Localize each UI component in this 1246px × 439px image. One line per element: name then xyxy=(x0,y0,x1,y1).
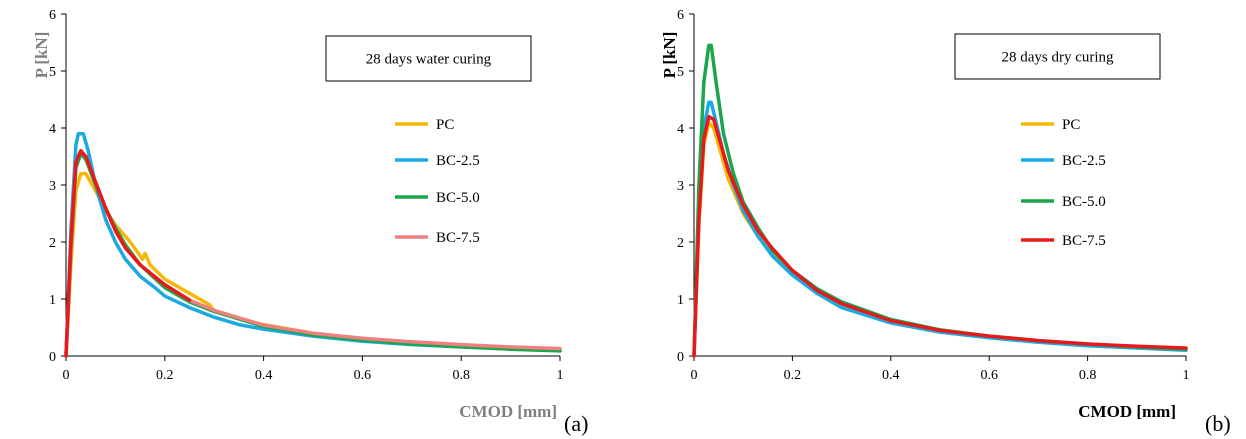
y-tick-label: 1 xyxy=(677,293,684,308)
series-line-bc-2-5 xyxy=(692,100,1188,358)
x-tick-label: 0.4 xyxy=(882,368,900,383)
y-tick-label: 5 xyxy=(49,65,56,80)
panel-label: (b) xyxy=(1205,411,1231,436)
series-line-bc-5-0 xyxy=(692,43,1188,358)
legend-label: PC xyxy=(1062,117,1080,133)
annotation-box xyxy=(325,35,532,82)
series-line-pc xyxy=(692,120,1188,358)
y-tick-label: 6 xyxy=(49,8,56,23)
x-tick-label: 0 xyxy=(63,368,70,383)
x-tick-label: 0.6 xyxy=(354,368,372,383)
y-tick-label: 4 xyxy=(49,122,56,137)
y-tick-label: 6 xyxy=(677,8,684,23)
annotation-text: 28 days dry curing xyxy=(1001,50,1114,66)
x-tick-label: 0.2 xyxy=(784,368,802,383)
series-line-bc-7-5 xyxy=(692,114,1188,358)
annotation-text: 28 days water curing xyxy=(366,52,492,68)
y-axis-title: P [kN] xyxy=(32,32,51,79)
chart-panel-a: 0 1 2 3 4 5 6 0 0.2 0.4 0.6 0.8 1 28 days water curin… xyxy=(32,8,588,436)
legend-label: BC-2.5 xyxy=(1062,153,1106,169)
legend-label: BC-5.0 xyxy=(436,190,480,206)
x-tick-label: 0.2 xyxy=(156,368,174,383)
legend-label: BC-7.5 xyxy=(436,230,480,246)
legend-label: BC-7.5 xyxy=(1062,233,1106,249)
y-tick-label: 0 xyxy=(49,350,56,365)
y-tick-label: 3 xyxy=(49,179,56,194)
x-axis-title: CMOD [mm] xyxy=(1078,402,1176,421)
panel-label: (a) xyxy=(564,411,588,436)
legend-label: PC xyxy=(436,117,454,133)
y-tick-label: 3 xyxy=(677,179,684,194)
legend-label: BC-5.0 xyxy=(1062,194,1106,210)
x-tick-label: 0.4 xyxy=(255,368,273,383)
x-axis-title: CMOD [mm] xyxy=(459,402,557,421)
x-tick-label: 0.8 xyxy=(452,368,470,383)
y-tick-label: 4 xyxy=(677,122,684,137)
legend-label: BC-2.5 xyxy=(436,153,480,169)
chart-panel-b: 0 1 2 3 4 5 6 0 0.2 0.4 0.6 0.8 1 28 days dry curing P… xyxy=(660,8,1231,436)
y-tick-label: 5 xyxy=(677,65,684,80)
x-tick-label: 0 xyxy=(691,368,698,383)
y-axis-title: P [kN] xyxy=(660,32,679,79)
series-line-overlay xyxy=(64,149,192,358)
x-tick-label: 1 xyxy=(1183,368,1190,383)
x-tick-label: 0.8 xyxy=(1079,368,1097,383)
y-tick-label: 2 xyxy=(677,236,684,251)
series-line-bc-2-5 xyxy=(64,131,562,358)
y-tick-label: 2 xyxy=(49,236,56,251)
y-tick-label: 1 xyxy=(49,293,56,308)
annotation-box xyxy=(954,33,1161,80)
y-tick-label: 0 xyxy=(677,350,684,365)
x-tick-label: 1 xyxy=(557,368,564,383)
x-tick-label: 0.6 xyxy=(980,368,998,383)
